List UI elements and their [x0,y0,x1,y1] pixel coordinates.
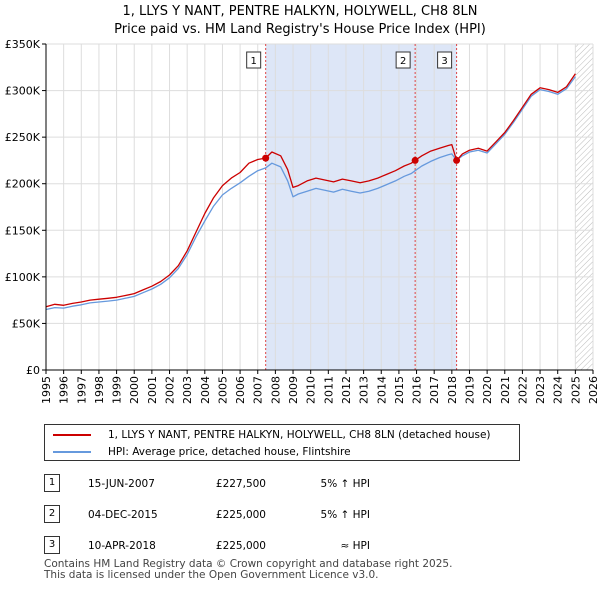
forecast-hatch [575,44,593,370]
x-tick-label: 2007 [252,376,265,404]
x-tick-label: 2001 [146,376,159,404]
x-tick-label: 2022 [516,376,529,404]
price-chart: 1 2 3 £0 £50K £100K £150K £200K £250K £300K £350K 1… [5,38,600,404]
x-tick-label: 2025 [569,376,582,404]
transaction-number: 2 [44,505,60,523]
sale-point [411,156,419,164]
x-tick-label: 2017 [428,376,441,404]
transaction-date: 15-JUN-2007 [88,478,155,490]
y-tick-label: £300K [5,85,41,98]
transaction-row: 2 04-DEC-2015 £225,000 5% ↑ HPI [0,505,600,523]
transaction-row: 3 10-APR-2018 £225,000 ≈ HPI [0,536,600,554]
property-price-line [45,73,576,308]
footer-line-1: Contains HM Land Registry data © Crown c… [44,558,453,570]
x-tick-label: 1996 [58,376,71,404]
transaction-date: 04-DEC-2015 [88,509,158,521]
x-tick-label: 2002 [164,376,177,404]
transaction-price: £225,000 [215,540,266,552]
x-tick-label: 2009 [287,376,300,404]
x-tick-label: 1999 [111,376,124,404]
x-tick-label: 2013 [358,376,371,404]
x-tick-label: 2016 [411,376,424,404]
x-tick-label: 1998 [93,376,106,404]
sale-badge-label: 2 [400,56,406,67]
legend-label-hpi: HPI: Average price, detached house, Flin… [108,446,351,458]
x-tick-label: 1995 [40,376,53,404]
legend-swatch-hpi [53,451,91,453]
x-tick-label: 2015 [393,376,406,404]
footer-line-2: This data is licensed under the Open Gov… [44,569,379,581]
sale-point [262,154,270,162]
y-tick-label: £50K [12,317,41,330]
x-tick-label: 2004 [199,376,212,404]
y-tick-label: £350K [5,38,41,51]
y-tick-label: £250K [5,131,41,144]
transaction-hpi-comparison: 5% ↑ HPI [320,478,370,490]
transaction-number: 3 [44,536,60,554]
x-tick-label: 2011 [322,376,335,404]
sale-point [453,156,461,164]
transaction-hpi-comparison: 5% ↑ HPI [320,509,370,521]
x-tick-label: 2005 [216,376,229,404]
title-line-1: 1, LLYS Y NANT, PENTRE HALKYN, HOLYWELL,… [122,4,478,19]
sale-badge-label: 3 [441,56,447,67]
sale-badge-box [437,51,453,69]
x-tick-label: 2026 [587,376,600,404]
x-tick-label: 2010 [305,376,318,404]
x-tick-label: 2019 [463,376,476,404]
x-tick-label: 2000 [128,376,141,404]
y-tick-label: £0 [26,364,40,377]
hpi-line [45,76,576,311]
transaction-row: 1 15-JUN-2007 £227,500 5% ↑ HPI [0,474,600,492]
transaction-date: 10-APR-2018 [88,540,156,552]
x-tick-label: 2023 [534,376,547,404]
transaction-price: £225,000 [215,509,266,521]
footer-attribution: Contains HM Land Registry data © Crown c… [44,559,452,581]
sale-badge-box [246,51,262,69]
x-tick-label: 2012 [340,376,353,404]
x-tick-label: 2024 [552,376,565,404]
x-tick-label: 2003 [181,376,194,404]
transaction-number: 1 [44,474,60,492]
y-tick-label: £150K [5,224,41,237]
transaction-price: £227,500 [215,478,266,490]
title-line-2: Price paid vs. HM Land Registry's House … [114,22,486,37]
legend-swatch-property [53,434,91,436]
x-tick-label: 2006 [234,376,247,404]
x-tick-label: 2018 [446,376,459,404]
legend-label-property: 1, LLYS Y NANT, PENTRE HALKYN, HOLYWELL,… [108,429,491,441]
x-tick-label: 2020 [481,376,494,404]
sale-badge-label: 1 [250,56,256,67]
y-tick-label: £200K [5,178,41,191]
transaction-hpi-comparison: ≈ HPI [340,540,370,552]
chart-title: 1, LLYS Y NANT, PENTRE HALKYN, HOLYWELL,… [0,3,600,39]
chart-legend: 1, LLYS Y NANT, PENTRE HALKYN, HOLYWELL,… [44,424,520,461]
x-tick-label: 1997 [75,376,88,404]
x-tick-label: 2021 [499,376,512,404]
y-tick-label: £100K [5,271,41,284]
sale-badge-box [395,51,411,69]
x-tick-label: 2008 [269,376,282,404]
x-tick-label: 2014 [375,376,388,404]
sales-shaded-span [265,44,457,370]
